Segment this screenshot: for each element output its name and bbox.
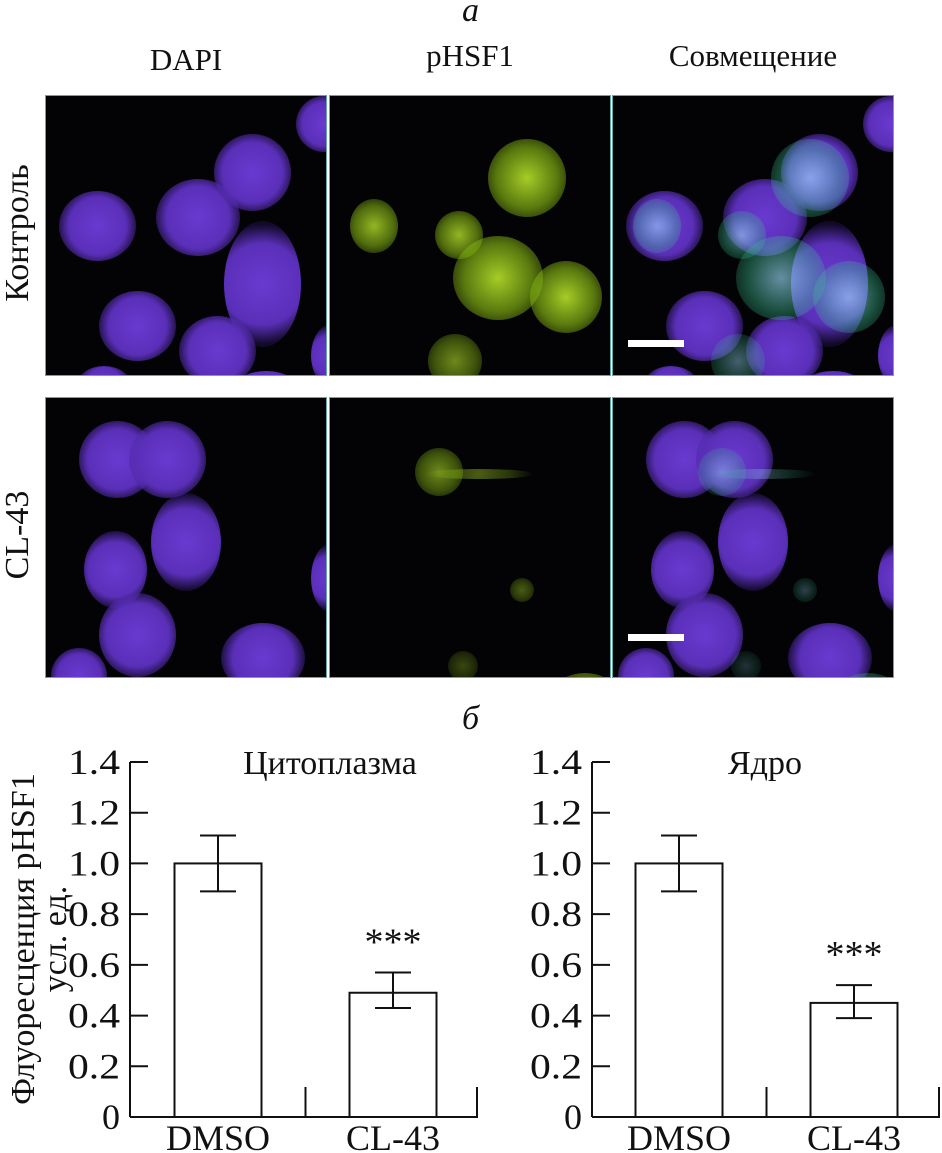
bar [634,862,724,1119]
phsf1-signal [415,448,463,496]
nucleus [98,291,176,361]
y-tick-label: 1.2 [530,793,582,833]
y-tick-label: 0.4 [68,996,120,1036]
nucleus [231,371,301,375]
x-tick-label: CL-43 [807,1118,901,1153]
nucleus [213,133,291,211]
phsf1-signal [708,469,816,479]
y-tick-label: 0 [564,1097,582,1137]
y-tick-label: 0.8 [68,894,120,934]
y-tick-label: 0.4 [530,996,582,1036]
column-label-merge: Совмещение [668,38,838,73]
nucleus [58,191,136,261]
nucleus [311,543,326,613]
phsf1-signal [452,236,543,320]
phsf1-signal [350,198,398,253]
nucleus [695,420,773,498]
nucleus [665,291,743,361]
column-label-phsf1: pHSF1 [426,38,514,73]
panel-letter-a: а [462,0,479,29]
phsf1-signal [530,261,602,333]
scale-bar [628,340,684,347]
y-tick-label: 1.0 [68,843,120,883]
y-tick-label: 0.6 [530,945,582,985]
nucleus [151,493,221,591]
micrograph-cl43-phsf1 [329,397,611,678]
nucleus [76,366,132,375]
micrograph-control-dapi [45,95,327,376]
phsf1-signal [770,138,849,217]
y-tick-label: 1.4 [530,742,582,782]
nucleus [718,493,788,591]
significance-label: *** [365,921,422,963]
phsf1-signal [735,236,826,320]
phsf1-signal [710,333,765,375]
y-tick-label: 1.4 [68,742,120,782]
phsf1-signal [555,673,610,677]
phsf1-signal [510,578,534,602]
y-tick-label: 1.2 [68,793,120,833]
y-tick-label: 0 [102,1097,120,1137]
phsf1-signal [813,261,885,333]
nucleus [178,316,256,375]
micrograph-control-phsf1 [329,95,611,376]
bar [173,862,263,1119]
nucleus [798,371,868,375]
chart-title: Ядро [728,745,802,782]
nucleus [98,593,176,677]
significance-label: *** [826,934,883,976]
micrograph-control-merge [612,95,894,376]
micrograph-cl43-dapi [45,397,327,678]
bar [809,1001,899,1119]
chart-title: Цитоплазма [243,745,417,782]
nucleus [878,543,893,613]
y-tick-label: 1.0 [530,843,582,883]
y-tick-label: 0.6 [68,945,120,985]
phsf1-signal [838,673,893,677]
nucleus [311,323,326,375]
phsf1-signal [447,650,478,677]
phsf1-signal [633,198,681,253]
panel-letter-b: б [462,700,480,737]
nucleus [878,323,893,375]
y-tick-label: 0.8 [530,894,582,934]
phsf1-signal [793,578,817,602]
micrograph-cl43-merge [612,397,894,678]
y-tick-label: 0.2 [530,1046,582,1086]
phsf1-signal [425,469,533,479]
phsf1-signal [730,650,761,677]
scale-bar [628,634,684,641]
bar [348,991,438,1118]
nucleus [788,623,872,677]
y-tick-label: 0.2 [68,1046,120,1086]
phsf1-signal [698,448,746,496]
x-tick-label: DMSO [627,1118,731,1153]
nucleus [221,623,305,677]
nucleus [745,316,823,375]
nucleus [128,420,206,498]
nucleus [643,366,699,375]
x-tick-label: CL-43 [346,1118,440,1153]
x-tick-label: DMSO [166,1118,270,1153]
column-label-dapi: DAPI [149,42,223,77]
phsf1-signal [487,138,566,217]
phsf1-signal [427,333,482,375]
